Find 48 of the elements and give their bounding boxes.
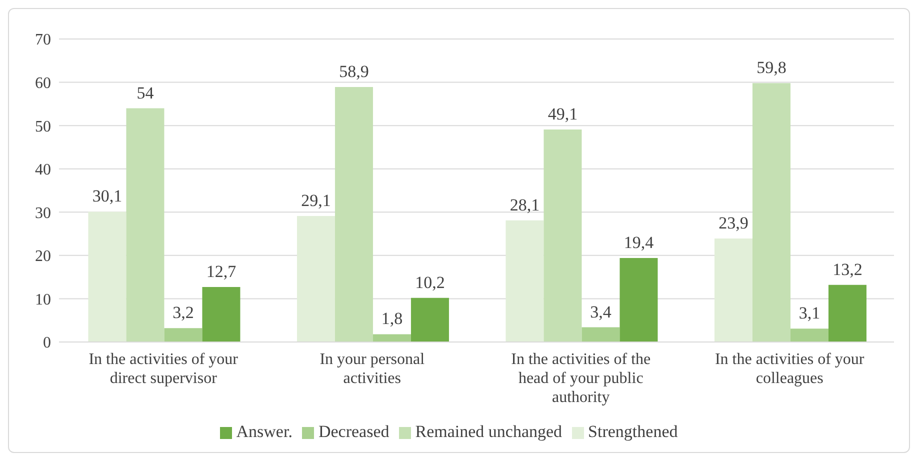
bar xyxy=(296,216,335,342)
y-tick-label: 30 xyxy=(35,204,51,222)
data-label: 59,8 xyxy=(756,58,786,78)
y-tick-label: 40 xyxy=(35,162,51,179)
data-label: 23,9 xyxy=(718,214,748,233)
x-tick-label: In the activities of your direct supervisor xyxy=(88,351,239,387)
bar xyxy=(828,284,866,342)
data-label: 3,2 xyxy=(172,303,194,322)
data-label: 30,1 xyxy=(92,186,122,206)
legend-label: Answer. xyxy=(236,422,292,441)
bar xyxy=(164,328,202,342)
bar xyxy=(790,328,828,342)
data-label: 54 xyxy=(136,83,154,102)
data-label: 29,1 xyxy=(301,191,331,210)
data-label: 28,1 xyxy=(510,195,540,214)
legend-label: Strengthened xyxy=(588,422,678,441)
bar xyxy=(410,298,449,342)
y-tick-label: 10 xyxy=(35,291,51,308)
data-label: 13,2 xyxy=(832,260,862,279)
y-tick-label: 20 xyxy=(35,248,51,266)
bar xyxy=(714,238,752,342)
data-label: 10,2 xyxy=(415,272,445,292)
data-label: 3,1 xyxy=(798,304,820,323)
y-tick-label: 60 xyxy=(35,74,51,92)
data-label: 58,9 xyxy=(339,62,369,82)
bar xyxy=(372,334,411,342)
bar xyxy=(620,258,658,342)
bar xyxy=(202,287,240,342)
data-label: 19,4 xyxy=(624,233,654,252)
data-label: 49,1 xyxy=(548,104,578,124)
bar xyxy=(544,129,582,342)
y-tick-label: 50 xyxy=(35,118,51,136)
bar xyxy=(126,108,164,342)
legend-label: Decreased xyxy=(318,422,390,441)
bar xyxy=(752,83,790,342)
legend-label: Remained unchanged xyxy=(415,422,562,441)
y-tick-label: 70 xyxy=(35,32,51,49)
data-label: 3,4 xyxy=(590,302,612,322)
bar xyxy=(334,87,373,342)
bar xyxy=(506,220,544,342)
data-label: 12,7 xyxy=(206,262,237,282)
y-tick-label: 0 xyxy=(43,334,51,352)
bar xyxy=(88,212,126,342)
data-label: 1,8 xyxy=(381,309,403,328)
bar xyxy=(582,327,620,342)
x-tick-label: In the activities of your colleagues xyxy=(714,351,865,387)
x-tick-label: In the activities of the head of your public authority xyxy=(511,351,651,406)
x-tick-label: In your personal activities xyxy=(320,351,426,387)
